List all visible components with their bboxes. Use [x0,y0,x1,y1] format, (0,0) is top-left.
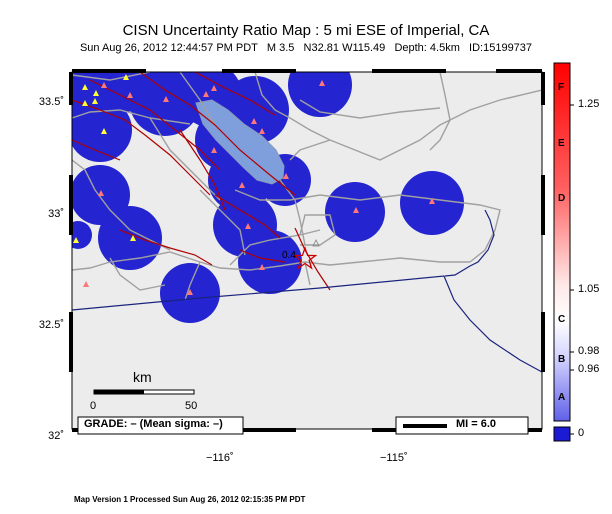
x-tick-label: −116˚ [206,452,234,464]
salton-sea [195,99,285,185]
grade-letter: F [558,82,565,93]
grade-letter: C [558,314,566,325]
legend-box-frame [395,416,529,435]
uncertainty-regions [72,72,464,323]
grade-letter: D [558,193,566,204]
grade-letter: A [558,392,566,403]
international-border [72,275,542,373]
legend-line [403,424,447,428]
y-tick-label: 32.5˚ [38,319,64,331]
grade-box-frame [77,416,244,435]
colorbar-ticks [570,104,574,435]
scale-end-label: 50 [185,400,198,412]
map-subtitle: Sun Aug 26, 2012 12:44:57 PM PDT M 3.5 N… [79,42,533,54]
scale-unit-label: km [133,369,152,385]
colorbar-value: 0.98 [578,345,600,357]
colorbar-zero-swatch [553,426,571,442]
grade-text: GRADE: – (Mean sigma: –) [84,418,223,430]
grade-letter: E [558,138,565,149]
epicenter-label: 0.4 [282,250,296,261]
faults [72,72,331,291]
legend-text: MI = 6.0 [456,418,497,430]
colorbar-value: 0.96 [578,363,600,375]
y-tick-label: 33˚ [48,208,64,220]
colorbar-value: 1.25 [578,98,600,110]
map-footer: Map Version 1 Processed Sun Aug 26, 2012… [74,495,306,504]
colorbar-value: 1.05 [578,283,600,295]
scale-start-label: 0 [90,400,97,412]
x-tick-label: −115˚ [380,452,408,464]
station-marker-hollow [312,239,320,247]
scale-bar [93,389,195,395]
colorbar-value: 0 [578,427,585,439]
epicenter-star-icon [292,246,318,270]
colorbar-gradient [553,62,571,422]
station-markers-yellow [73,74,136,243]
state-border [444,209,495,277]
station-markers [83,80,435,295]
grade-letter: B [558,354,566,365]
map-frame [71,71,543,430]
y-tick-label: 33.5˚ [38,96,64,108]
roads [72,72,542,301]
map-title: CISN Uncertainty Ratio Map : 5 mi ESE of… [122,22,490,39]
y-tick-label: 32˚ [48,430,64,442]
